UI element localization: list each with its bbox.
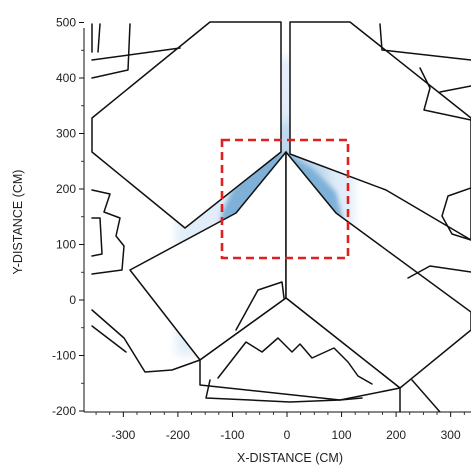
outline-edge: [91, 23, 181, 61]
y-tick-label: 500: [56, 16, 76, 30]
y-axis-title: Y-DISTANCE (CM): [11, 170, 25, 275]
x-axis: -300 -200 -100 0 100 200 300: [84, 411, 471, 442]
y-tick-label: 200: [56, 182, 76, 196]
x-tick-label: -100: [220, 428, 244, 442]
outline-edge: [399, 379, 441, 412]
x-ticks: -300 -200 -100 0 100 200 300: [95, 412, 465, 442]
outline-edge: [379, 23, 471, 61]
outline-edge: [441, 187, 471, 241]
x-tick-label: -200: [166, 428, 190, 442]
bottom-plate: [199, 297, 401, 401]
x-axis-title: X-DISTANCE (CM): [237, 451, 343, 465]
outline-edge: [205, 379, 363, 403]
y-tick-label: 100: [56, 238, 76, 252]
outline-edge: [91, 189, 125, 275]
y-axis: -200 -100 0 100 200 300 400 500: [52, 16, 85, 418]
outline-edge: [439, 85, 471, 93]
outline-edge: [91, 23, 131, 79]
outline-edge: [91, 325, 127, 353]
structure-outlines: [91, 21, 471, 412]
y-tick-label: 300: [56, 127, 76, 141]
y-tick-label: -100: [52, 349, 76, 363]
outline-edge: [419, 67, 471, 121]
outline-edge: [217, 337, 373, 385]
top-left-plate: [91, 21, 282, 229]
top-right-plate: [289, 21, 471, 241]
y-tick-label: 0: [69, 293, 76, 307]
x-tick-label: -300: [111, 428, 135, 442]
y-ticks: -200 -100 0 100 200 300 400 500: [52, 16, 84, 418]
x-tick-label: 0: [284, 428, 291, 442]
outline-edge: [91, 309, 201, 373]
x-tick-label: 300: [441, 428, 461, 442]
x-tick-label: 200: [386, 428, 406, 442]
highlight-box: [220, 138, 350, 260]
outline-edge: [91, 217, 103, 257]
y-tick-label: 400: [56, 71, 76, 85]
x-tick-label: 100: [332, 428, 352, 442]
outline-edge: [235, 281, 285, 331]
outline-edge: [407, 265, 471, 279]
y-tick-label: -200: [52, 404, 76, 418]
